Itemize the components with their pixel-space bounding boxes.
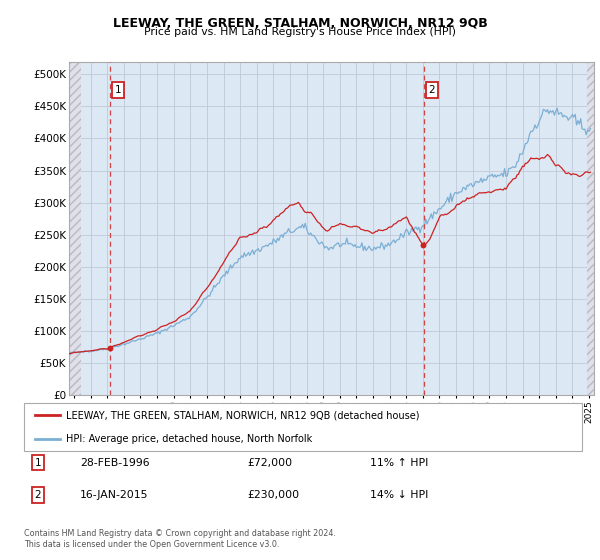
Text: £230,000: £230,000	[247, 490, 299, 500]
Text: 1: 1	[35, 458, 41, 468]
Text: LEEWAY, THE GREEN, STALHAM, NORWICH, NR12 9QB: LEEWAY, THE GREEN, STALHAM, NORWICH, NR1…	[113, 17, 487, 30]
Bar	[69, 62, 82, 395]
Text: 14% ↓ HPI: 14% ↓ HPI	[370, 490, 428, 500]
Text: 16-JAN-2015: 16-JAN-2015	[80, 490, 148, 500]
Text: £72,000: £72,000	[247, 458, 292, 468]
Point	[418, 240, 428, 249]
Text: 11% ↑ HPI: 11% ↑ HPI	[370, 458, 428, 468]
Text: Contains HM Land Registry data © Crown copyright and database right 2024.
This d: Contains HM Land Registry data © Crown c…	[24, 529, 336, 549]
Text: 28-FEB-1996: 28-FEB-1996	[80, 458, 149, 468]
Text: 2: 2	[428, 85, 435, 95]
Bar	[587, 62, 594, 395]
FancyBboxPatch shape	[24, 403, 582, 451]
Text: LEEWAY, THE GREEN, STALHAM, NORWICH, NR12 9QB (detached house): LEEWAY, THE GREEN, STALHAM, NORWICH, NR1…	[66, 410, 419, 420]
Text: 1: 1	[115, 85, 121, 95]
Point	[105, 343, 115, 352]
Text: 2: 2	[35, 490, 41, 500]
Text: HPI: Average price, detached house, North Norfolk: HPI: Average price, detached house, Nort…	[66, 434, 312, 444]
Text: Price paid vs. HM Land Registry's House Price Index (HPI): Price paid vs. HM Land Registry's House …	[144, 27, 456, 37]
